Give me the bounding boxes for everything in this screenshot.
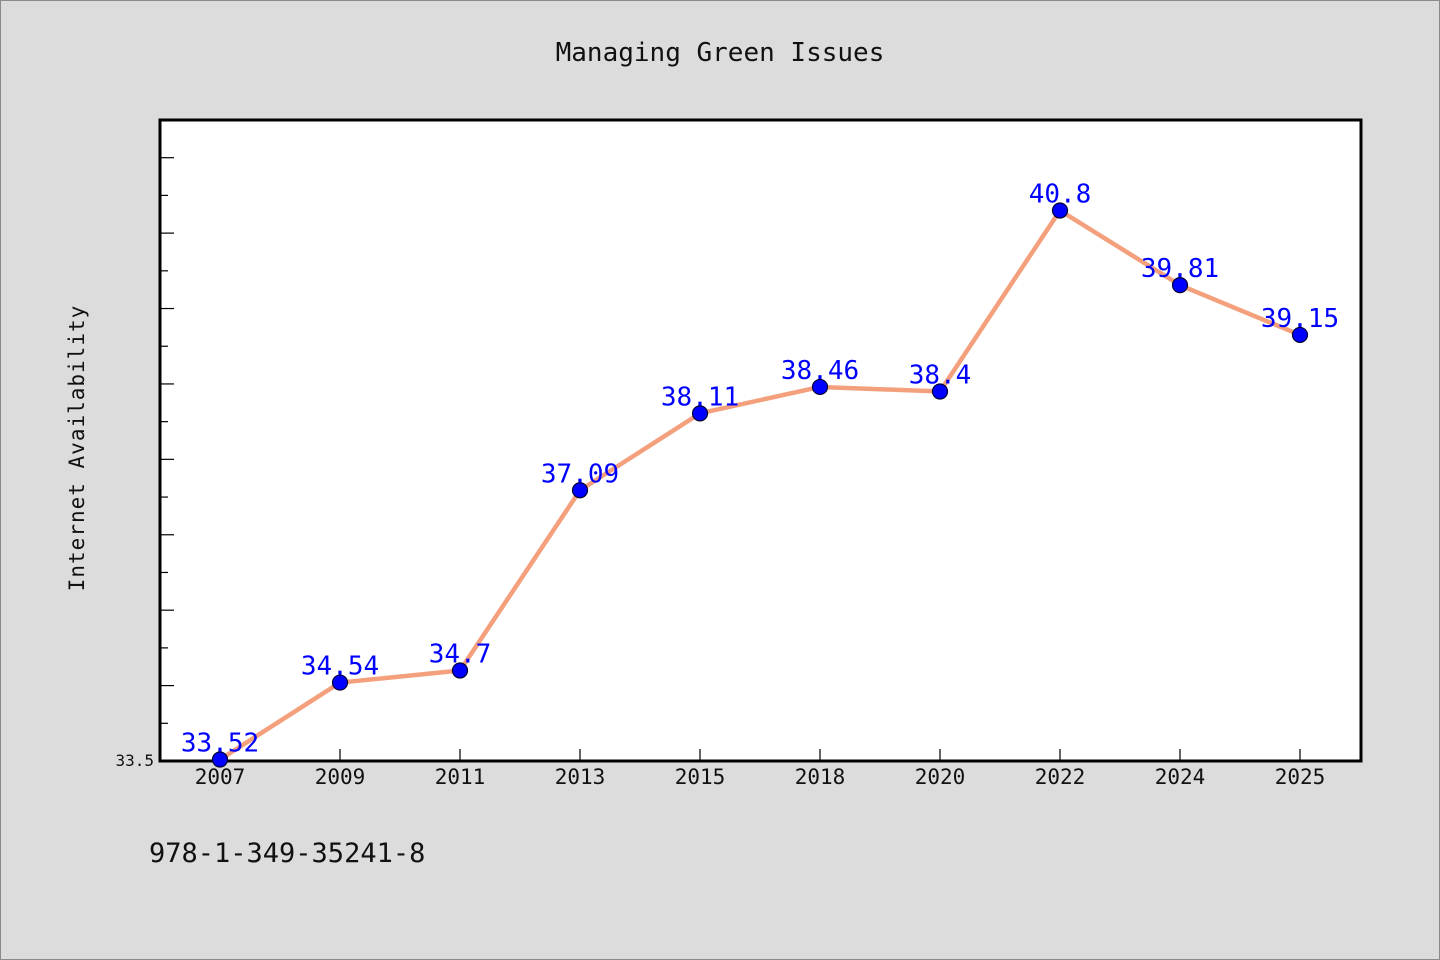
data-point-marker (931, 383, 949, 400)
chart-title: Managing Green Issues (556, 38, 885, 68)
x-tick-label: 2015 (675, 765, 726, 789)
data-label-group: 33.52 34.54 34.7 37.09 38.11 38.46 38.4 40.8 39.… (181, 179, 1339, 758)
data-point-label: 39.81 (1141, 254, 1219, 284)
x-tick-label: 2013 (555, 765, 606, 789)
data-point-marker (331, 674, 349, 691)
y-tick-label: 33.5 (115, 751, 154, 770)
data-point-label: 34.54 (301, 652, 379, 682)
y-axis-label: Internet Availability (65, 305, 89, 592)
data-point-label: 34.7 (429, 640, 492, 670)
x-tick-label: 2007 (195, 765, 246, 789)
series-line (217, 208, 1303, 762)
x-tick-label: 2025 (1275, 765, 1326, 789)
data-point-label: 38.11 (661, 382, 739, 412)
x-tick-label: 2022 (1035, 765, 1086, 789)
data-point-marker (811, 378, 829, 396)
x-tick-label: 2009 (315, 765, 366, 789)
data-point-marker (571, 482, 589, 499)
data-point-marker (451, 662, 469, 679)
marker-group (211, 202, 1309, 768)
x-tick-label: 2024 (1155, 765, 1206, 789)
data-point-label: 38.4 (909, 360, 972, 390)
y-axis-ticks: 33.5 (115, 119, 174, 770)
data-point-marker (1171, 277, 1189, 294)
data-point-label: 40.8 (1029, 179, 1092, 209)
x-tick-label: 2020 (915, 765, 966, 789)
data-point-label: 33.52 (181, 728, 259, 758)
data-point-label: 37.09 (541, 459, 619, 489)
data-point-marker (691, 405, 709, 422)
data-point-label: 39.15 (1261, 304, 1339, 334)
data-point-label: 38.46 (781, 356, 859, 386)
data-point-marker (1051, 202, 1069, 219)
series-line-group (217, 208, 1303, 762)
data-point-marker (211, 751, 229, 768)
x-tick-label: 2018 (795, 765, 846, 789)
x-tick-label: 2011 (435, 765, 486, 789)
x-axis-ticks: 2007 2009 2011 2013 2015 2018 2020 2022 2024 2025 (195, 749, 1326, 789)
data-point-marker (1291, 326, 1309, 344)
plot-area (158, 118, 1363, 763)
footer-isbn: 978-1-349-35241-8 (149, 838, 425, 869)
